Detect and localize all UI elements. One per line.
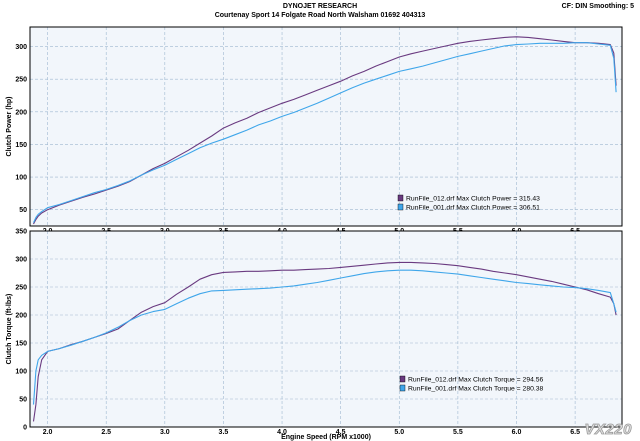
series-line-run012	[32, 261, 617, 422]
plot-frame-2	[29, 230, 623, 428]
correction-factor-label: CF: DIN Smoothing: 5	[561, 3, 634, 10]
legend-label: RunFile_001.drf Max Clutch Power = 306.5…	[406, 205, 540, 212]
x-tick-label: 2.5	[101, 429, 111, 436]
y-tick-label: 300	[15, 44, 27, 51]
y-tick-label: 50	[19, 207, 27, 214]
plot-area-2	[30, 231, 622, 427]
y-tick-label: 350	[15, 229, 27, 236]
y-tick-label: 250	[15, 77, 27, 84]
y-tick-label: 100	[15, 175, 27, 182]
x-tick-label: 2.0	[43, 429, 53, 436]
x-tick-label: 4.5	[336, 429, 346, 436]
legend-label: RunFile_012.drf Max Clutch Torque = 294.…	[408, 377, 544, 384]
legend-label: RunFile_012.drf Max Clutch Power = 315.4…	[406, 196, 540, 203]
series-line-run012	[33, 36, 617, 225]
legend-swatch	[399, 375, 406, 383]
y-axis-label: Clutch Power (hp)	[6, 97, 13, 157]
legend-swatch	[397, 203, 404, 211]
x-axis-label: Engine Speed (RPM x1000)	[281, 434, 371, 441]
y-tick-label: 150	[15, 341, 27, 348]
y-tick-label: 150	[15, 142, 27, 149]
y-tick-label: 300	[15, 257, 27, 264]
legend-swatch	[399, 384, 406, 392]
x-tick-label: 3.5	[219, 429, 229, 436]
x-tick-label: 6.5	[570, 429, 580, 436]
x-tick-label: 4.0	[277, 429, 287, 436]
y-tick-label: 200	[15, 313, 27, 320]
plot-area-1	[30, 27, 622, 226]
watermark-logo: VX220	[584, 421, 632, 439]
y-tick-label: 250	[15, 285, 27, 292]
y-tick-label: 0	[23, 425, 27, 432]
y-tick-label: 100	[15, 369, 27, 376]
x-tick-label: 5.0	[394, 429, 404, 436]
y-axis-label: Clutch Torque (ft-lbs)	[6, 294, 13, 365]
series-line-run001	[32, 269, 617, 405]
report-subtitle: Courtenay Sport 14 Folgate Road North Wa…	[214, 12, 426, 19]
y-tick-label: 50	[19, 397, 27, 404]
legend-swatch	[397, 194, 404, 202]
legend-label: RunFile_001.drf Max Clutch Torque = 280.…	[408, 386, 544, 393]
x-tick-label: 3.0	[160, 429, 170, 436]
x-tick-label: 6.0	[512, 429, 522, 436]
plot-frame-1	[29, 26, 623, 227]
report-title: DYNOJET RESEARCH	[282, 3, 358, 10]
y-tick-label: 200	[15, 109, 27, 116]
series-line-run001	[33, 42, 617, 223]
x-tick-label: 5.5	[453, 429, 463, 436]
